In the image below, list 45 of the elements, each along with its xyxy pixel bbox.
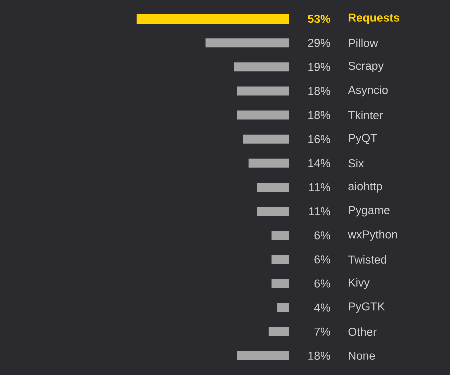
data-label: 16% [308,135,330,144]
y-tick-label: Pillow [349,38,378,48]
bar [272,279,289,288]
data-label: 19% [308,63,330,72]
y-tick-label: aiohttp [348,182,382,193]
y-tick-label: PyQT [349,134,378,145]
data-label: 14% [308,159,330,168]
bar [136,14,289,24]
y-tick-label: Requests [348,14,400,24]
y-tick-label: Asyncio [348,86,388,97]
bar [206,38,289,48]
y-tick-label: Tkinter [348,111,384,120]
data-label: 29% [308,39,330,48]
y-tick-label: Scrapy [348,62,384,72]
y-tick-label: PyGTK [349,302,386,314]
y-tick-label: Kivy [349,278,370,290]
bar [237,110,289,120]
data-label: 18% [308,352,330,360]
bar [272,255,289,264]
y-tick-label: wxPython [348,230,398,241]
y-tick-label: Six [348,159,364,168]
bar [243,134,289,144]
data-label: 6% [314,232,330,240]
y-tick-label: Other [348,328,377,336]
data-label: 6% [314,256,330,264]
y-tick-label: Pygame [349,206,390,217]
data-label: 4% [314,304,330,312]
bar [234,62,289,72]
bar [248,158,289,168]
data-label: 18% [308,111,330,120]
bar [237,351,289,360]
data-label: 6% [314,280,330,288]
bar [268,327,289,336]
data-label: 11% [310,208,330,216]
data-label: 7% [314,328,330,336]
bar [278,303,289,312]
data-label: 53% [308,14,330,24]
bar [257,207,289,216]
y-tick-label: Twisted [348,255,386,264]
data-label: 18% [308,87,330,96]
y-tick-label: None [349,352,376,360]
bar [272,231,289,240]
bar [257,183,289,192]
bar [237,86,289,96]
data-label: 11% [310,183,330,192]
